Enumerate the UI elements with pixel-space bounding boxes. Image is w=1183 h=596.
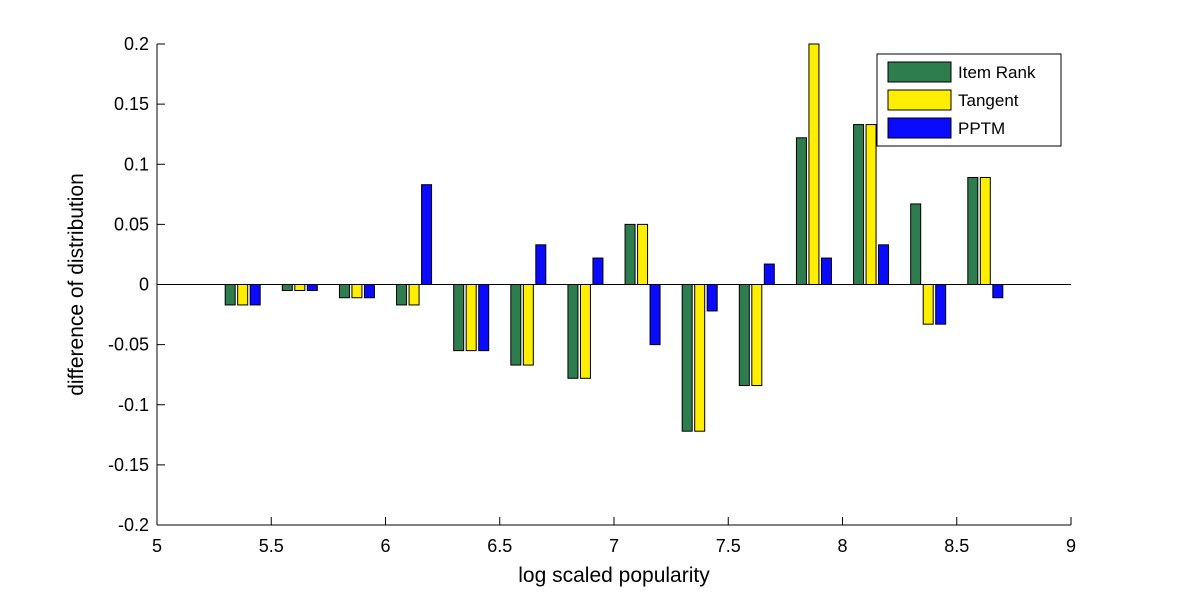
bar-item-rank	[567, 284, 579, 379]
bar-pptm	[363, 284, 375, 299]
legend-swatch-tangent	[887, 89, 952, 111]
y-tick-label: 0.05	[114, 214, 149, 234]
bar-tangent	[579, 284, 591, 379]
y-tick-label: -0.15	[108, 455, 149, 475]
y-tick-label: 0.2	[124, 34, 149, 54]
bar-tangent	[408, 284, 420, 306]
x-tick-label: 5.5	[259, 536, 284, 556]
bar-item-rank	[738, 284, 750, 387]
y-axis-label: difference of distribution	[65, 173, 88, 396]
x-tick-label: 6	[380, 536, 390, 556]
bar-item-rank	[281, 284, 293, 292]
bar-tangent	[465, 284, 477, 352]
bars-layer	[224, 43, 1004, 432]
legend-swatch-item-rank	[887, 61, 952, 83]
bar-item-rank	[510, 284, 522, 366]
legend: Item Rank Tangent PPTM	[876, 53, 1062, 147]
bar-tangent	[751, 284, 763, 387]
bar-tangent	[865, 124, 877, 285]
bar-pptm	[306, 284, 318, 292]
bar-tangent	[922, 284, 934, 325]
legend-label-tangent: Tangent	[958, 91, 1019, 110]
bar-item-rank	[224, 284, 236, 306]
bar-item-rank	[853, 124, 865, 285]
bar-tangent	[808, 43, 820, 285]
bar-pptm	[820, 257, 832, 285]
bar-tangent	[522, 284, 534, 366]
bar-item-rank	[396, 284, 408, 306]
bar-tangent	[979, 176, 991, 285]
bar-tangent	[351, 284, 363, 299]
bar-item-rank	[624, 223, 636, 286]
bar-pptm	[992, 284, 1004, 299]
bar-pptm	[763, 263, 775, 285]
ticks-layer: 5 5.5 6 6.5 7 7.5 8 8.5 9 -0.2 -0.15 -0.1 -0.05 0 0.05…	[108, 34, 1076, 556]
x-tick-label: 9	[1066, 536, 1076, 556]
x-tick-label: 5	[152, 536, 162, 556]
x-tick-label: 8	[837, 536, 847, 556]
bar-pptm	[535, 244, 547, 286]
bar-tangent	[637, 223, 649, 286]
bar-item-rank	[795, 137, 807, 285]
bar-tangent	[294, 284, 306, 292]
y-tick-label: -0.05	[108, 335, 149, 355]
x-tick-label: 8.5	[944, 536, 969, 556]
legend-label-pptm: PPTM	[958, 119, 1005, 138]
bar-pptm	[878, 244, 890, 286]
bar-pptm	[649, 284, 661, 346]
y-tick-label: 0	[139, 275, 149, 295]
y-tick-label: 0.15	[114, 94, 149, 114]
bar-pptm	[478, 284, 490, 352]
bar-item-rank	[681, 284, 693, 432]
bar-item-rank	[910, 203, 922, 285]
x-axis-label: log scaled popularity	[518, 564, 710, 587]
legend-swatch-pptm	[887, 117, 952, 139]
bar-tangent	[237, 284, 249, 306]
bar-pptm	[592, 257, 604, 285]
bar-pptm	[249, 284, 261, 306]
bar-item-rank	[967, 176, 979, 285]
y-tick-label: 0.1	[124, 154, 149, 174]
x-tick-label: 7	[609, 536, 619, 556]
x-tick-label: 7.5	[716, 536, 741, 556]
bar-pptm	[935, 284, 947, 325]
legend-label-item-rank: Item Rank	[958, 63, 1036, 82]
x-tick-label: 6.5	[487, 536, 512, 556]
bar-item-rank	[338, 284, 350, 299]
bar-tangent	[694, 284, 706, 432]
y-tick-label: -0.1	[118, 395, 149, 415]
bar-pptm	[706, 284, 718, 312]
bar-item-rank	[453, 284, 465, 352]
y-tick-label: -0.2	[118, 515, 149, 535]
bar-pptm	[421, 184, 433, 285]
